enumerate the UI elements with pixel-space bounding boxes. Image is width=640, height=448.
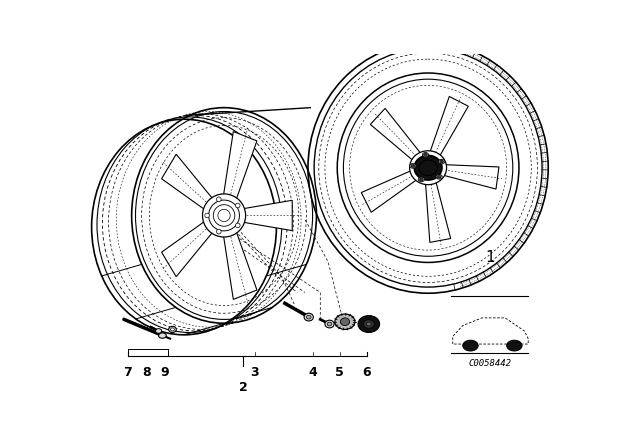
Polygon shape xyxy=(242,200,292,231)
Ellipse shape xyxy=(419,178,423,181)
Ellipse shape xyxy=(414,155,442,180)
Ellipse shape xyxy=(168,326,176,332)
Ellipse shape xyxy=(327,322,332,326)
Text: 3: 3 xyxy=(250,366,259,379)
Polygon shape xyxy=(430,96,468,155)
Ellipse shape xyxy=(202,194,246,237)
Ellipse shape xyxy=(307,315,311,319)
Ellipse shape xyxy=(218,209,230,222)
Ellipse shape xyxy=(340,318,349,326)
Ellipse shape xyxy=(358,315,380,332)
Text: 6: 6 xyxy=(362,366,371,379)
Text: 7: 7 xyxy=(124,366,132,379)
Text: 1: 1 xyxy=(485,250,495,265)
Ellipse shape xyxy=(437,175,441,178)
Ellipse shape xyxy=(436,175,442,179)
Polygon shape xyxy=(362,171,417,212)
Ellipse shape xyxy=(337,73,519,263)
Ellipse shape xyxy=(424,153,428,156)
Ellipse shape xyxy=(440,160,444,163)
Ellipse shape xyxy=(411,164,415,168)
Polygon shape xyxy=(371,108,420,160)
Ellipse shape xyxy=(216,229,221,234)
Polygon shape xyxy=(223,132,257,200)
Polygon shape xyxy=(444,165,499,189)
Ellipse shape xyxy=(170,328,174,331)
Polygon shape xyxy=(426,183,451,242)
Text: 2: 2 xyxy=(239,381,248,394)
Ellipse shape xyxy=(159,333,166,338)
Ellipse shape xyxy=(410,151,447,185)
Ellipse shape xyxy=(419,160,437,176)
Ellipse shape xyxy=(335,314,355,329)
Polygon shape xyxy=(223,231,257,299)
Ellipse shape xyxy=(367,322,371,326)
Polygon shape xyxy=(161,154,213,210)
Ellipse shape xyxy=(236,223,240,228)
Text: 5: 5 xyxy=(335,366,344,379)
Ellipse shape xyxy=(422,152,429,157)
Text: 4: 4 xyxy=(308,366,317,379)
Ellipse shape xyxy=(438,159,445,164)
Ellipse shape xyxy=(205,213,209,218)
Ellipse shape xyxy=(325,320,334,328)
Ellipse shape xyxy=(410,164,416,168)
Ellipse shape xyxy=(308,42,548,293)
Text: C0058442: C0058442 xyxy=(468,359,511,368)
Ellipse shape xyxy=(213,205,235,226)
Ellipse shape xyxy=(507,340,522,351)
Ellipse shape xyxy=(236,203,240,208)
Ellipse shape xyxy=(216,197,221,202)
Ellipse shape xyxy=(304,313,314,321)
Ellipse shape xyxy=(419,177,424,182)
Ellipse shape xyxy=(209,200,239,231)
Ellipse shape xyxy=(364,320,374,328)
Ellipse shape xyxy=(463,340,478,351)
Ellipse shape xyxy=(156,329,162,333)
Polygon shape xyxy=(161,221,213,277)
Text: 9: 9 xyxy=(161,366,169,379)
Text: 8: 8 xyxy=(143,366,152,379)
